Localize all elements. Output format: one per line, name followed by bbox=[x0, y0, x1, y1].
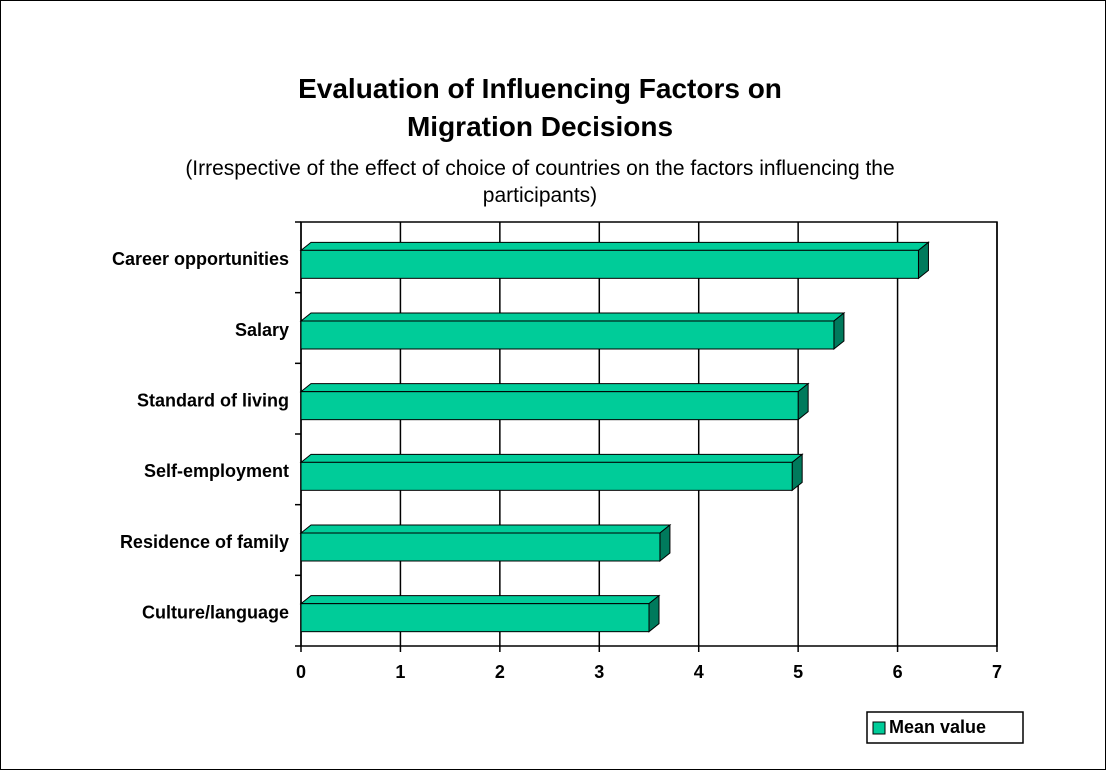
bar bbox=[300, 249, 919, 279]
x-tick-label: 6 bbox=[893, 662, 903, 682]
bar-top bbox=[299, 312, 846, 322]
y-tick-label: Culture/language bbox=[142, 602, 289, 622]
y-tick-label: Salary bbox=[235, 320, 289, 340]
bar bbox=[300, 391, 799, 421]
legend-label: Mean value bbox=[889, 717, 986, 737]
chart-title: Evaluation of Influencing Factors on Mig… bbox=[298, 73, 782, 142]
x-tick-label: 4 bbox=[694, 662, 704, 682]
bar bbox=[300, 320, 835, 350]
bar bbox=[300, 532, 661, 562]
x-tick-label: 0 bbox=[296, 662, 306, 682]
bar-top bbox=[299, 453, 804, 463]
bar-top bbox=[299, 383, 810, 393]
x-tick-label: 1 bbox=[395, 662, 405, 682]
x-tick-label: 3 bbox=[594, 662, 604, 682]
y-tick-label: Self-employment bbox=[144, 461, 289, 481]
x-tick-label: 7 bbox=[992, 662, 1002, 682]
x-tick-label: 5 bbox=[793, 662, 803, 682]
legend-swatch bbox=[872, 721, 886, 735]
plot-area bbox=[300, 221, 998, 647]
bar-top bbox=[299, 595, 661, 605]
bar-top bbox=[299, 241, 930, 251]
y-tick-label: Standard of living bbox=[137, 390, 289, 410]
legend-box bbox=[866, 711, 1024, 744]
bar bbox=[300, 461, 793, 491]
bar bbox=[300, 603, 650, 633]
y-tick-label: Career opportunities bbox=[112, 249, 289, 269]
y-tick-label: Residence of family bbox=[120, 532, 289, 552]
chart-subtitle: (Irrespective of the effect of choice of… bbox=[185, 157, 895, 207]
bar-top bbox=[299, 524, 672, 534]
x-tick-label: 2 bbox=[495, 662, 505, 682]
